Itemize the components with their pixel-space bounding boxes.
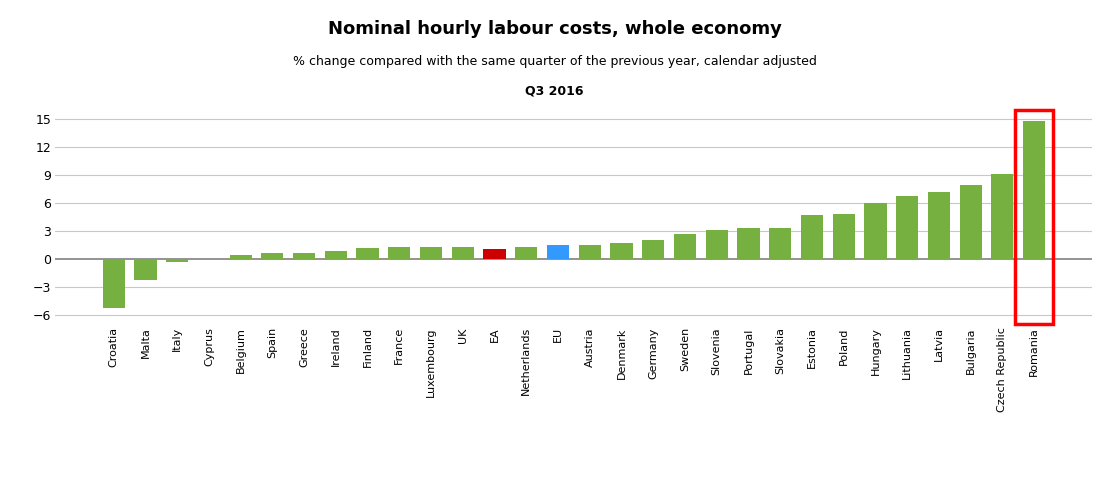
Bar [579, 245, 601, 259]
Bar [928, 192, 950, 259]
Bar [705, 230, 728, 259]
Bar [134, 259, 156, 279]
Bar [388, 247, 410, 259]
Bar [420, 247, 442, 259]
Text: % change compared with the same quarter of the previous year, calendar adjusted: % change compared with the same quarter … [293, 55, 816, 68]
Bar [451, 247, 474, 259]
Bar [737, 228, 760, 259]
Text: Q3 2016: Q3 2016 [526, 85, 583, 98]
Bar [293, 252, 315, 259]
Text: Nominal hourly labour costs, whole economy: Nominal hourly labour costs, whole econo… [327, 20, 782, 38]
Bar [770, 228, 792, 259]
Bar [642, 241, 664, 259]
Bar [356, 248, 378, 259]
Bar [896, 196, 918, 259]
Bar [1015, 110, 1054, 324]
Bar [864, 203, 886, 259]
Bar [516, 247, 538, 259]
Bar [959, 185, 981, 259]
Bar [1022, 121, 1045, 259]
Bar [230, 255, 252, 259]
Bar [991, 174, 1014, 259]
Bar [801, 215, 823, 259]
Bar [166, 259, 189, 262]
Bar [610, 243, 632, 259]
Bar [484, 249, 506, 259]
Bar [833, 214, 855, 259]
Bar [674, 234, 696, 259]
Bar [262, 253, 284, 259]
Bar [325, 250, 347, 259]
Bar [102, 259, 125, 308]
Bar [547, 245, 569, 259]
